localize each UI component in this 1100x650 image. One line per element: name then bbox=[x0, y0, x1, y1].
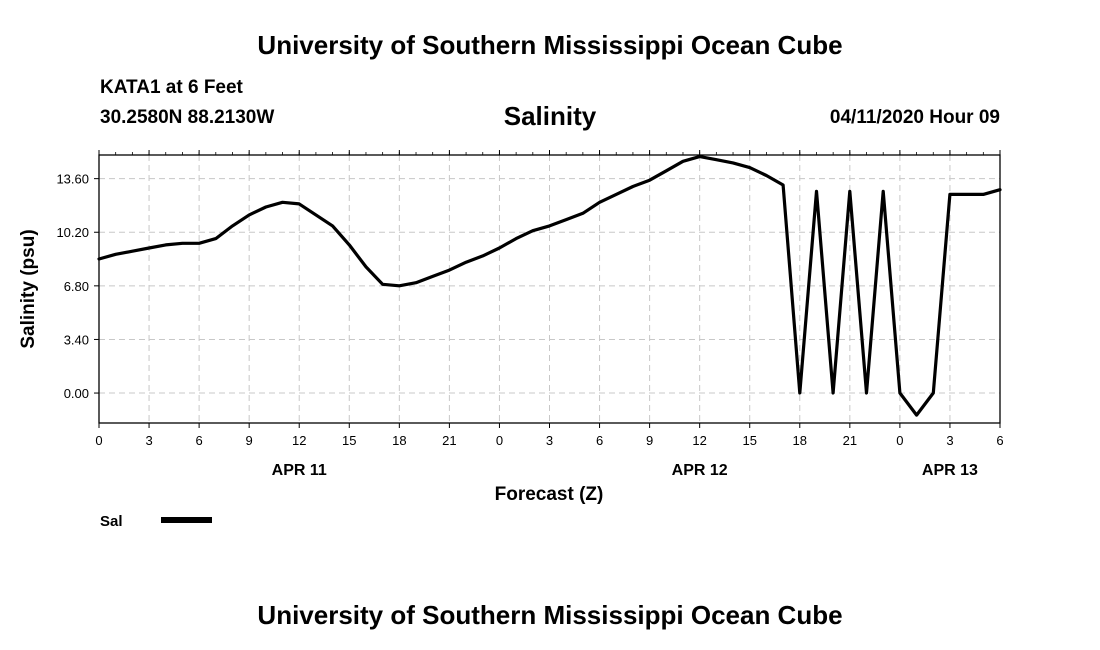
footer-institution-title: University of Southern Mississippi Ocean… bbox=[257, 600, 843, 630]
x-tick-label: 21 bbox=[442, 433, 456, 448]
axis-layer: 0 3 6 9 12 15 18 21 0 3 6 9 12 15 18 21 0 3 6 0.00 3.40 6.80 1… bbox=[56, 150, 1004, 479]
x-tick-label: 6 bbox=[596, 433, 603, 448]
x-axis-title: Forecast (Z) bbox=[495, 484, 604, 505]
x-tick-label: 15 bbox=[742, 433, 756, 448]
y-tick-label: 0.00 bbox=[64, 386, 89, 401]
x-tick-label: 3 bbox=[946, 433, 953, 448]
x-tick-label: 0 bbox=[896, 433, 903, 448]
x-tick-label: 12 bbox=[692, 433, 706, 448]
y-tick-label: 13.60 bbox=[56, 172, 89, 187]
date-label: APR 11 bbox=[272, 462, 327, 479]
date-label: APR 12 bbox=[672, 462, 728, 479]
grid-layer bbox=[99, 155, 1000, 423]
date-label: APR 13 bbox=[922, 462, 978, 479]
series-layer bbox=[97, 155, 1002, 417]
y-tick-label: 3.40 bbox=[64, 332, 89, 347]
y-tick-label: 6.80 bbox=[64, 279, 89, 294]
issued-time: 04/11/2020 Hour 09 bbox=[829, 107, 1000, 128]
x-tick-label: 18 bbox=[392, 433, 406, 448]
x-tick-label: 18 bbox=[793, 433, 807, 448]
x-tick-label: 3 bbox=[546, 433, 553, 448]
legend-label: Sal bbox=[100, 513, 123, 530]
x-tick-label: 15 bbox=[342, 433, 356, 448]
x-tick-label: 3 bbox=[145, 433, 152, 448]
series-line-sal bbox=[97, 155, 1002, 417]
x-tick-label: 21 bbox=[843, 433, 857, 448]
legend: Sal bbox=[100, 513, 212, 530]
x-tick-label: 12 bbox=[292, 433, 306, 448]
institution-title: University of Southern Mississippi Ocean… bbox=[257, 30, 843, 60]
chart-title: Salinity bbox=[503, 101, 597, 131]
coordinates-label: 30.2580N 88.2130W bbox=[100, 107, 275, 128]
y-tick-label: 10.20 bbox=[56, 225, 89, 240]
x-tick-label: 6 bbox=[996, 433, 1003, 448]
station-label: KATA1 at 6 Feet bbox=[100, 77, 243, 98]
y-axis-title: Salinity (psu) bbox=[18, 229, 39, 348]
x-tick-label: 9 bbox=[246, 433, 253, 448]
x-tick-label: 9 bbox=[646, 433, 653, 448]
x-tick-label: 6 bbox=[195, 433, 202, 448]
x-tick-label: 0 bbox=[496, 433, 503, 448]
x-tick-label: 0 bbox=[95, 433, 102, 448]
